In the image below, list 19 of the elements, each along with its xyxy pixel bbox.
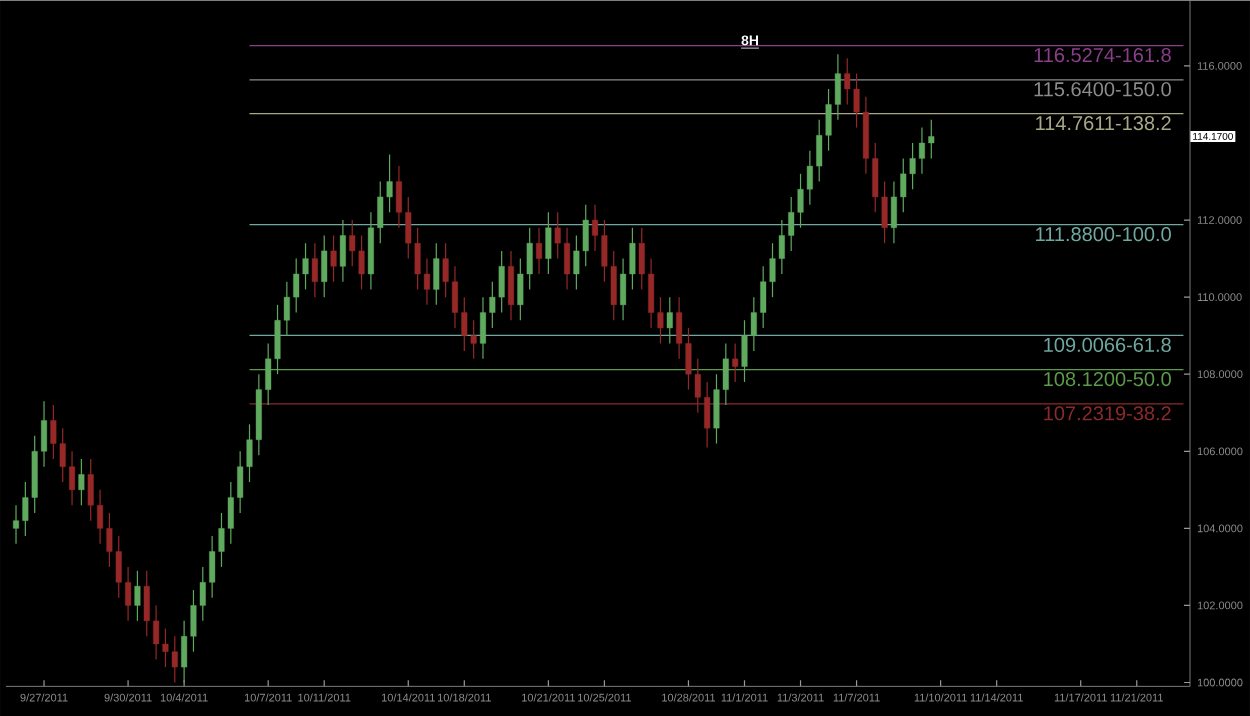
candlestick (732, 342, 739, 383)
candlestick (330, 234, 337, 283)
ref-line-label: 107.2319-38.2 (1044, 406, 1171, 421)
candlestick (339, 219, 346, 283)
ref-line-label: 116.5274-161.8 (1034, 47, 1171, 62)
ref-line-label: 109.0066-61.8 (1044, 337, 1171, 352)
candlestick (134, 569, 141, 622)
ref-line-label: 114.7611-138.2 (1036, 115, 1171, 131)
candlestick (508, 250, 515, 321)
candlestick (321, 234, 328, 298)
candlestick (545, 211, 552, 275)
ref-line-label: 115.6400-150.0 (1034, 82, 1171, 97)
candlestick (78, 458, 85, 506)
candlestick (311, 242, 318, 298)
ref-line-label: 108.1200-50.0 (1044, 371, 1171, 386)
candlestick (666, 296, 673, 344)
candlestick (536, 226, 543, 275)
ref-line-label: 111.8800-100.0 (1036, 226, 1171, 242)
candlestick (433, 242, 440, 306)
